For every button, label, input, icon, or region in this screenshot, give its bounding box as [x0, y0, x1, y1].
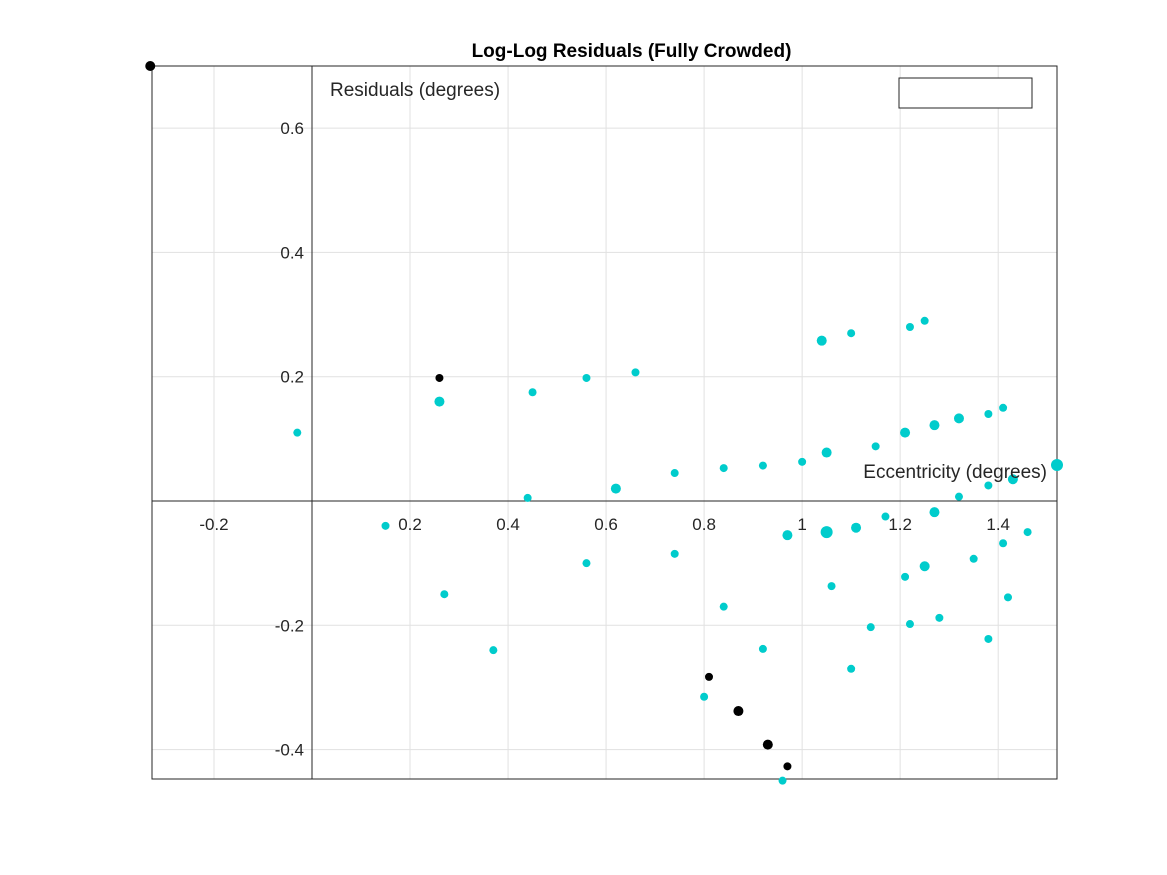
- data-point: [871, 442, 880, 451]
- data-point: [798, 457, 807, 466]
- axes: [151, 65, 1058, 780]
- x-axis-label: Eccentricity (degrees): [863, 462, 1047, 483]
- data-point: [1023, 528, 1032, 537]
- x-tick-label: -0.2: [199, 515, 228, 534]
- data-point: [847, 664, 856, 673]
- data-point: [984, 634, 993, 643]
- x-tick-label: 1.2: [888, 515, 912, 534]
- data-point: [999, 403, 1008, 412]
- data-point: [528, 388, 537, 397]
- data-point: [293, 428, 302, 437]
- data-point: [1007, 474, 1018, 485]
- data-point: [900, 427, 911, 438]
- data-point: [145, 61, 156, 71]
- data-point: [929, 420, 940, 431]
- data-point: [435, 373, 444, 382]
- y-tick-label: 0.6: [280, 119, 304, 138]
- data-point: [719, 464, 728, 473]
- data-point: [905, 620, 914, 629]
- data-point: [1051, 458, 1063, 471]
- data-point: [758, 644, 767, 653]
- data-point: [820, 526, 833, 539]
- data-point: [434, 396, 445, 407]
- x-tick-label: 0.4: [496, 515, 520, 534]
- data-point: [582, 559, 591, 568]
- data-point: [984, 481, 993, 490]
- data-point: [733, 706, 744, 717]
- data-point: [783, 762, 792, 771]
- x-tick-label: 1: [797, 515, 806, 534]
- data-point: [778, 776, 787, 785]
- legend-box: [898, 77, 1033, 109]
- data-point: [827, 582, 836, 591]
- x-tick-label: 1.4: [986, 515, 1010, 534]
- plot-frame: [151, 65, 1058, 780]
- data-point: [851, 522, 862, 533]
- x-tick-label: 0.2: [398, 515, 422, 534]
- data-point: [523, 493, 532, 502]
- data-point: [719, 602, 728, 611]
- data-point: [919, 561, 930, 572]
- y-tick-label: -0.4: [275, 741, 304, 760]
- data-point: [762, 739, 773, 750]
- data-point: [489, 646, 498, 655]
- data-point: [847, 329, 856, 338]
- data-point: [929, 507, 940, 518]
- data-point: [935, 613, 944, 622]
- data-point: [969, 554, 978, 563]
- data-point: [954, 492, 963, 501]
- data-points: [145, 61, 1063, 785]
- data-point: [631, 368, 640, 377]
- data-point: [984, 410, 993, 418]
- data-point: [705, 672, 714, 681]
- data-point: [881, 512, 890, 521]
- data-point: [816, 335, 827, 346]
- data-point: [905, 323, 914, 331]
- y-tick-label: -0.2: [275, 616, 304, 635]
- data-point: [381, 521, 390, 530]
- tick-labels: -0.2 0.2 0.4 0.6 0.8 1 1.2 1.4 -0.4 -0.2 0.2 0.4 0.6: [199, 119, 1010, 759]
- data-point: [670, 549, 679, 558]
- chart-title: Log-Log Residuals (Fully Crowded): [472, 41, 792, 62]
- data-point: [866, 623, 875, 632]
- data-point: [670, 469, 679, 478]
- data-point: [610, 483, 621, 494]
- data-point: [700, 692, 709, 701]
- data-point: [999, 539, 1008, 548]
- y-tick-label: 0.2: [280, 368, 304, 387]
- data-point: [782, 530, 793, 541]
- data-point: [582, 373, 591, 382]
- y-tick-label: 0.4: [280, 243, 304, 262]
- data-point: [920, 316, 929, 325]
- x-tick-label: 0.6: [594, 515, 618, 534]
- data-point: [953, 413, 964, 424]
- data-point: [901, 572, 910, 581]
- y-axis-label: Residuals (degrees): [330, 80, 500, 101]
- grid: [152, 66, 1057, 779]
- data-point: [758, 461, 767, 470]
- data-point: [821, 447, 832, 458]
- x-tick-label: 0.8: [692, 515, 716, 534]
- data-point: [440, 590, 449, 599]
- data-point: [1003, 593, 1012, 602]
